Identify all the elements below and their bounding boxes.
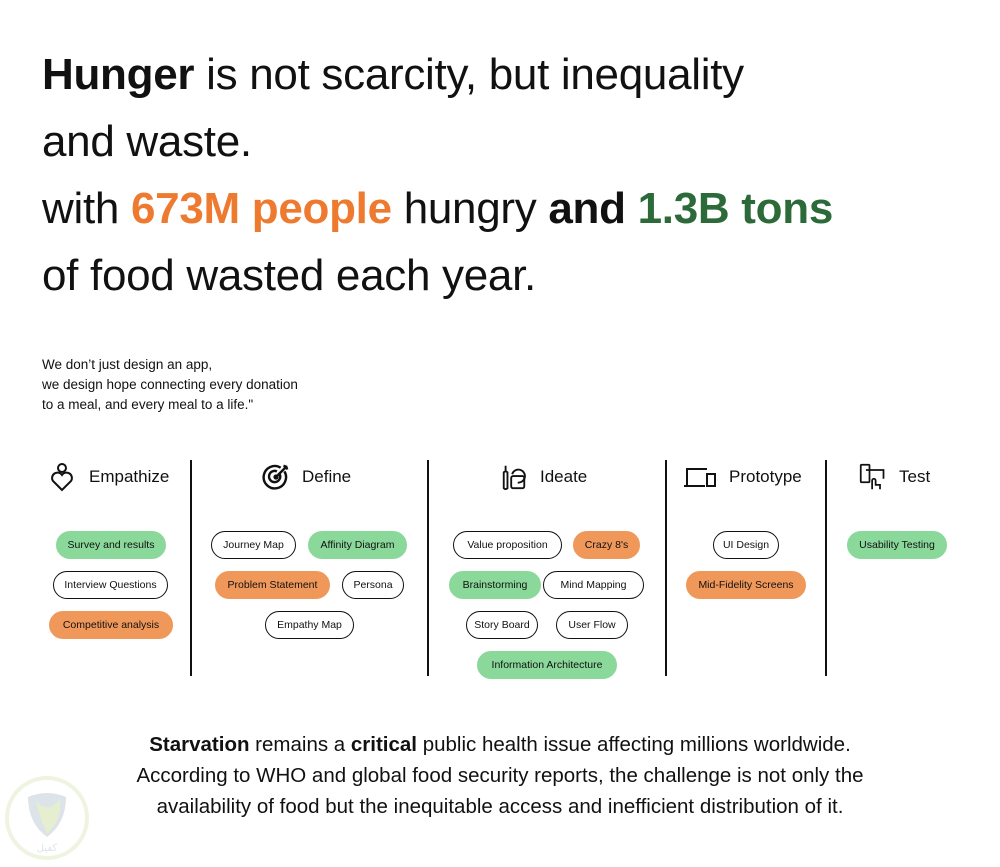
method-tag: Mid-Fidelity Screens [686,571,806,599]
method-tag: Journey Map [211,531,296,559]
headline-text [626,184,638,233]
bottom-paragraph: Starvation remains a critical public hea… [40,729,960,822]
quote-line: we design hope connecting every donation [42,377,298,392]
divider [825,460,827,676]
hungry-stat: 673M people [130,184,392,233]
brush-shapes-icon [502,465,526,491]
paragraph-line: According to WHO and global food securit… [136,764,864,787]
phase-title: Test [899,467,931,486]
bold-word: critical [350,733,417,756]
phase-ideate: Ideate [500,462,587,492]
method-tag: Interview Questions [53,571,168,599]
headline-bold: and [548,184,626,233]
phase-title: Define [302,467,352,486]
method-tag: Brainstorming [449,571,541,599]
watermark-logo: كفيل [5,776,89,860]
method-tag: Value proposition [453,531,562,559]
method-tag: Story Board [466,611,538,639]
touch-devices-icon [859,463,885,490]
svg-text:كفيل: كفيل [37,843,58,854]
phase-empathize: Empathize [49,462,169,492]
headline-text: is not scarcity, but inequality [194,50,744,99]
quote-line: to a meal, and every meal to a life." [42,397,254,412]
phase-define: Define [262,462,351,492]
method-tag: User Flow [556,611,628,639]
waste-stat: 1.3B tons [637,184,834,233]
phase-prototype: Prototype [683,462,802,492]
method-tag: Mind Mapping [543,571,644,599]
method-tag: Problem Statement [215,571,330,599]
phase-title: Empathize [89,467,170,486]
paragraph-text: public health issue affecting millions w… [417,733,851,756]
method-tag: Usability Testing [847,531,947,559]
headline-bold: Hunger [42,50,195,99]
divider [190,460,192,676]
method-tag: Empathy Map [265,611,354,639]
person-heart-icon [51,463,73,492]
paragraph-line: availability of food but the inequitable… [156,795,844,818]
method-tag: Crazy 8's [573,531,640,559]
method-tag: Information Architecture [477,651,617,679]
bold-word: Starvation [149,733,250,756]
phase-title: Prototype [729,467,802,486]
phase-title: Ideate [540,467,588,486]
headline-text: hungry [391,184,549,233]
quote: We don’t just design an app, we design h… [42,355,298,415]
paragraph-text: remains a [249,733,351,756]
headline-text: with [42,184,131,233]
headline: Hunger is not scarcity, but inequality a… [42,41,833,309]
quote-line: We don’t just design an app, [42,357,213,372]
devices-icon [684,468,716,487]
divider [665,460,667,676]
method-tag: Affinity Diagram [308,531,407,559]
method-tag: UI Design [713,531,779,559]
method-tag: Survey and results [56,531,166,559]
method-tag: Competitive analysis [49,611,173,639]
headline-text: and waste. [42,117,252,166]
phase-test: Test [859,462,930,492]
headline-text: of food wasted each year. [42,251,536,300]
divider [427,460,429,676]
target-icon [262,464,289,490]
method-tag: Persona [342,571,404,599]
